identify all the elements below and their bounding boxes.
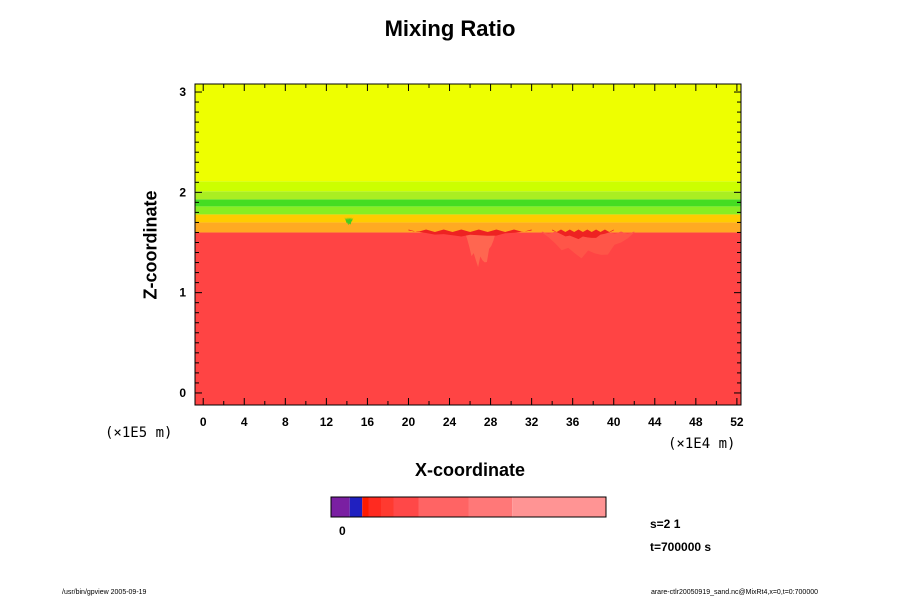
x-tick-label: 20 [402, 415, 416, 429]
colorbar-segment-0 [331, 497, 350, 517]
colorbar-segment-7 [468, 497, 513, 517]
x-tick-label: 52 [730, 415, 744, 429]
x-tick-label: 24 [443, 415, 457, 429]
colorbar-segment-6 [418, 497, 469, 517]
x-tick-label: 44 [648, 415, 662, 429]
x-tick-label: 48 [689, 415, 703, 429]
info-t: t=700000 s [650, 540, 712, 554]
colorbar-segment-8 [512, 497, 606, 517]
colorbar [330, 496, 607, 518]
x-axis-unit: (×1E4 m) [668, 436, 736, 452]
x-tick-label: 40 [607, 415, 621, 429]
x-tick-label: 28 [484, 415, 498, 429]
feature-4 [344, 217, 354, 226]
layer-0 [195, 232, 741, 405]
layer-7 [195, 84, 741, 182]
info-s: s=2 1 [650, 517, 681, 531]
x-axis-label: X-coordinate [414, 460, 525, 480]
footer-right: arare-ctlr20050919_sand.nc@MixRt4,x=0,t=… [650, 589, 818, 596]
footer-left: /usr/bin/gpview 2005-09-19 [62, 589, 147, 596]
y-tick-label: 3 [179, 85, 186, 99]
colorbar-frame [330, 496, 607, 518]
feature-0 [464, 231, 496, 268]
layer-3 [195, 206, 741, 215]
heatmap-field [195, 84, 741, 405]
x-tick-label: 4 [241, 415, 248, 429]
y-tick-label: 0 [179, 386, 186, 400]
chart-title: Mixing Ratio [384, 16, 516, 41]
y-axis-unit: (×1E5 m) [105, 425, 173, 441]
colorbar-segment-5 [393, 497, 419, 517]
layer-1 [195, 222, 741, 233]
colorbar-segment-4 [381, 497, 394, 517]
x-tick-label: 36 [566, 415, 580, 429]
y-axis-label: Z-coordinate [140, 190, 161, 300]
plot-frame [194, 83, 742, 406]
x-tick-label: 32 [525, 415, 539, 429]
x-tick-label: 8 [282, 415, 289, 429]
layer-2 [195, 214, 741, 223]
feature-2 [408, 229, 532, 237]
layer-6 [195, 181, 741, 192]
layer-4 [195, 199, 741, 207]
colorbar-segment-1 [349, 497, 363, 517]
feature-1 [541, 231, 635, 259]
colorbar-segment-3 [368, 497, 381, 517]
y-tick-label: 2 [179, 185, 186, 199]
x-tick-label: 16 [361, 415, 375, 429]
x-tick-label: 12 [320, 415, 334, 429]
colorbar-segment-2 [362, 497, 369, 517]
feature-3 [552, 229, 614, 240]
x-tick-label: 0 [200, 415, 207, 429]
y-tick-label: 1 [179, 286, 186, 300]
layer-5 [195, 191, 741, 200]
colorbar-label: 0 [339, 524, 346, 538]
